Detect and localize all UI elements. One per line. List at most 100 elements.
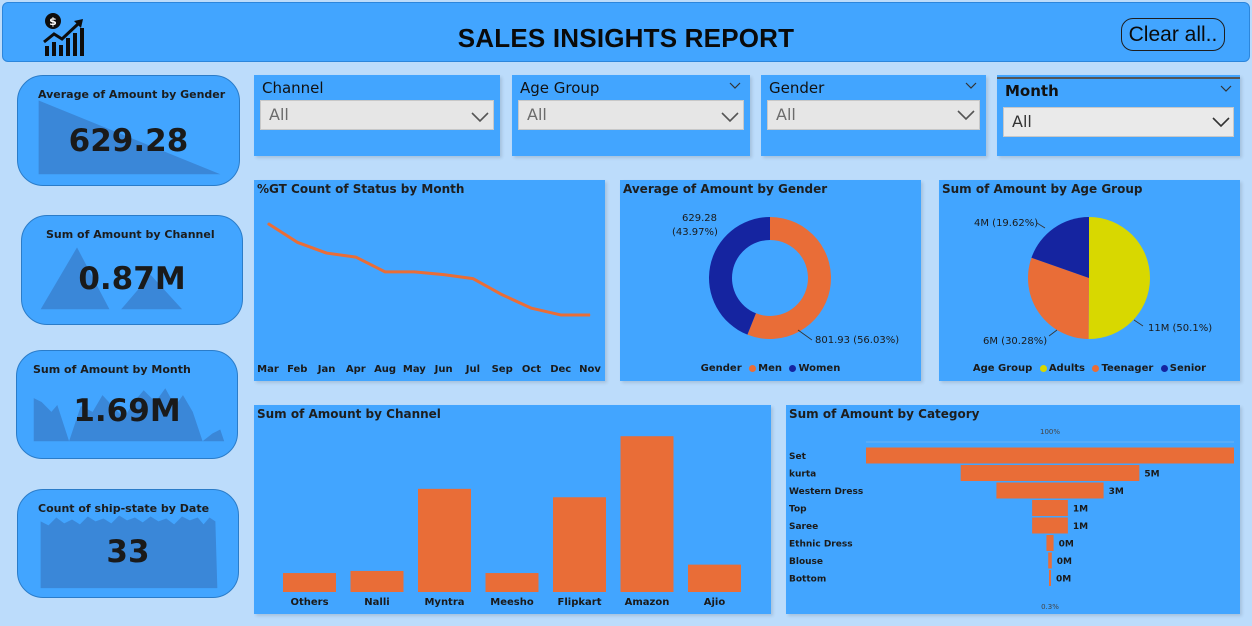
data-point [443,274,445,276]
legend-item[interactable]: Senior [1169,363,1207,374]
y-tick-label: Top [789,505,807,515]
chevron-down-icon[interactable] [1220,85,1232,93]
slicer-channel: Channel All [254,75,500,156]
data-label: 629.28 [682,213,717,224]
pie-chart-age-group: 11M (50.1%) 6M (30.28%) 4M (19.62%) Sum of… [939,180,1240,381]
data-point [530,307,532,309]
x-tick-label: Meesho [490,597,534,608]
legend-dot [1039,364,1047,372]
kpi-value: 629.28 [68,123,189,159]
chart-legend: Gender Men Women [620,363,921,374]
channel-select[interactable]: All [260,100,494,130]
x-tick-label: Apr [346,364,366,375]
y-tick-label: Bottom [789,575,826,585]
data-label: 801.93 (56.03%) [815,335,899,346]
gender-select[interactable]: All [767,100,980,130]
chart-legend: Age Group Adults Teenager Senior [939,363,1240,374]
data-point [589,314,591,316]
bar [350,570,404,592]
x-tick-label: Mar [257,364,279,375]
legend-item[interactable]: Men [758,363,782,374]
series-line [267,222,590,317]
legend-item[interactable]: Teenager [1101,363,1154,374]
slicer-label: Channel [262,79,324,97]
bar [553,497,606,592]
kpi-title: Average of Amount by Gender [38,88,226,101]
data-label: 4M (19.62%) [974,218,1038,229]
data-point [384,271,386,273]
y-tick-label: Blouse [789,557,823,567]
funnel-bar [1049,570,1051,586]
kpi-sparkline [33,388,225,442]
x-tick-label: Feb [287,364,307,375]
kpi-value: 0.87M [78,261,186,297]
legend-item[interactable]: Women [798,363,841,374]
x-tick-label: Jan [317,364,336,375]
x-tick-label: Flipkart [558,597,602,608]
data-point [355,256,357,258]
data-point [267,222,269,224]
kpi-card-sum-channel: Sum of Amount by Channel 0.87M [21,215,243,325]
x-tick-label: Dec [550,364,571,375]
x-tick-label: Sep [492,364,513,375]
funnel-bar [996,482,1104,499]
chevron-down-icon [721,112,739,123]
legend-title: Age Group [972,363,1033,374]
funnel-chart-category: 100% Set kurta 5M Western Dress 3M Top 1M Saree 1… [786,405,1240,614]
bar [688,564,741,592]
data-label: 11M (50.1%) [1148,323,1212,334]
y-tick-label: kurta [789,470,816,480]
clear-all-button[interactable]: Clear all.. [1121,18,1225,51]
pie-slice-senior [1031,217,1089,278]
data-point [296,241,298,243]
x-tick-label: Jul [465,364,480,375]
data-label: 0M [1059,540,1074,550]
legend-item[interactable]: Adults [1048,363,1085,374]
line-chart-svg: Mar Feb Jan Apr Aug May Jun Jul Sep Oct Dec Nov [257,222,601,375]
y-tick-label: Western Dress [789,487,863,497]
x-tick-label: Nov [579,364,601,375]
data-point [413,271,415,273]
funnel-bar [1048,552,1052,569]
leader-line [1036,222,1046,229]
x-tick-label: Ajio [704,597,726,608]
pie-slice-teenager [1028,257,1089,339]
leader-line [797,329,813,341]
age-group-select[interactable]: All [518,100,744,130]
x-tick-label: May [403,364,426,375]
data-label: 6M (30.28%) [983,336,1047,347]
legend-dot [1092,364,1100,372]
funnel-bottom-label: 0.3% [1041,603,1059,611]
slicer-month: Month All [997,75,1240,156]
chevron-down-icon[interactable] [729,82,741,90]
slicer-age-group: Age Group All [512,75,750,156]
x-tick-label: Amazon [625,597,670,608]
legend-title: Gender [700,363,742,374]
data-label: 5M [1144,470,1159,480]
kpi-card-sum-month: Sum of Amount by Month 1.69M [16,350,238,459]
data-point [560,314,562,316]
x-tick-label: Oct [522,364,541,375]
data-label: 0M [1056,575,1071,585]
month-select[interactable]: All [1003,107,1234,137]
funnel-bar [1032,500,1068,516]
kpi-value: 33 [106,534,150,570]
x-tick-label: Nalli [364,597,389,608]
kpi-title: Count of ship-state by Date [38,502,210,515]
chart-title: Average of Amount by Gender [623,182,828,196]
pie-slice-adults [1088,217,1151,339]
kpi-card-count-ship-state: Count of ship-state by Date 33 [17,489,239,598]
data-label: (43.97%) [672,227,718,238]
chart-title: %GT Count of Status by Month [257,182,465,196]
donut-chart-gender: 801.93 (56.03%) 629.28 (43.97%) Average of… [620,180,921,381]
pie-chart-svg: 11M (50.1%) 6M (30.28%) 4M (19.62%) [974,217,1212,347]
kpi-sparkline [38,100,221,175]
donut-slice-women [709,217,770,335]
chevron-down-icon[interactable] [965,82,977,90]
y-tick-label: Saree [789,522,818,532]
slicer-gender: Gender All [761,75,986,156]
funnel-chart-svg: 100% Set kurta 5M Western Dress 3M Top 1M Saree 1… [789,428,1234,611]
bar [620,436,674,592]
legend-dot [749,364,757,372]
bar-chart-channel: Others Nalli Myntra Meesho Flipkart Amazon Aji… [254,405,771,614]
